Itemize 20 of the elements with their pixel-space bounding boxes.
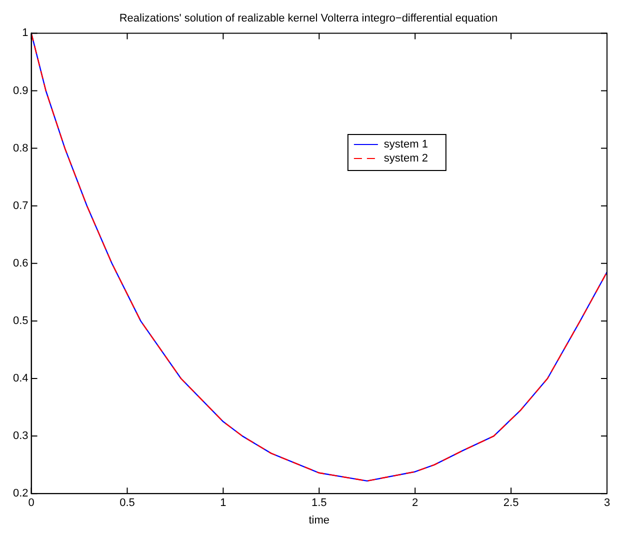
x-axis-title: time bbox=[308, 514, 330, 526]
legend-label: system 1 bbox=[384, 138, 428, 151]
y-tick-label: 0.2 bbox=[12, 488, 28, 500]
x-tick-label: 1.5 bbox=[311, 497, 327, 510]
x-tick-label: 2 bbox=[412, 497, 418, 510]
chart-title: Realizations' solution of realizable kernel Volterra integro−differential equation bbox=[119, 12, 498, 25]
x-tick-label: 0.5 bbox=[120, 497, 135, 510]
y-tick-label: 0.8 bbox=[12, 142, 28, 154]
x-tick-label: 3 bbox=[604, 497, 610, 510]
x-tick-label: 1 bbox=[220, 497, 226, 510]
y-tick-label: 0.5 bbox=[12, 314, 28, 327]
y-tick-label: 0.4 bbox=[12, 372, 28, 385]
y-tick-label: 0.3 bbox=[12, 430, 28, 442]
x-tick-label: 2.5 bbox=[503, 497, 519, 510]
y-tick-label: 0.7 bbox=[12, 200, 28, 212]
y-tick-label: 0.6 bbox=[12, 257, 28, 270]
y-tick-label: 1 bbox=[22, 27, 28, 40]
x-tick-label: 0 bbox=[28, 497, 34, 510]
legend-label: system 2 bbox=[384, 152, 428, 165]
y-tick-label: 0.9 bbox=[12, 84, 28, 97]
